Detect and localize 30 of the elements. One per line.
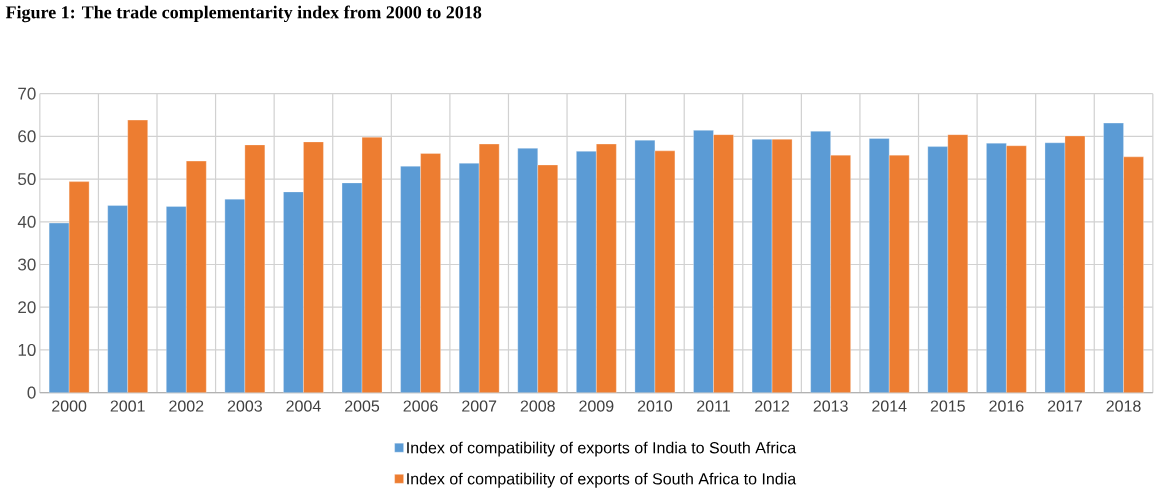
y-tick-label: 10 xyxy=(18,343,36,356)
y-tick-label: 70 xyxy=(18,87,36,100)
legend-label: Index of compatibility of exports of India to South Africa xyxy=(407,441,797,457)
y-tick-label: 0 xyxy=(27,386,36,399)
x-tick-label: 2002 xyxy=(169,400,204,412)
x-tick-label: 2014 xyxy=(872,400,907,412)
x-tick-label: 2001 xyxy=(110,400,145,412)
x-tick-label: 2017 xyxy=(1047,400,1082,412)
x-tick-label: 2005 xyxy=(345,400,380,412)
x-tick-label: 2006 xyxy=(403,400,438,412)
x-tick-label: 2004 xyxy=(286,400,321,412)
x-tick-label: 2000 xyxy=(52,400,87,412)
legend-label: Index of compatibility of exports of South Africa to India xyxy=(407,472,797,488)
x-tick-label: 2011 xyxy=(697,400,730,412)
y-tick-label: 30 xyxy=(18,258,36,271)
y-tick-label: 40 xyxy=(17,215,36,228)
x-tick-label: 2013 xyxy=(813,400,848,412)
x-tick-label: 2018 xyxy=(1106,400,1141,412)
y-tick-label: 60 xyxy=(18,130,36,143)
x-tick-label: 2008 xyxy=(520,400,555,412)
x-tick-label: 2003 xyxy=(227,400,262,412)
chart-title: Figure 1: The trade complementarity index from 2000 to 2018 xyxy=(5,5,482,23)
x-tick-label: 2007 xyxy=(462,400,497,412)
x-tick-label: 2012 xyxy=(755,400,790,412)
y-tick-label: 20 xyxy=(18,301,36,314)
x-tick-label: 2010 xyxy=(637,400,673,412)
x-tick-label: 2015 xyxy=(930,400,965,412)
y-tick-label: 50 xyxy=(18,173,36,186)
x-tick-label: 2009 xyxy=(579,400,614,412)
x-tick-label: 2016 xyxy=(989,400,1024,412)
